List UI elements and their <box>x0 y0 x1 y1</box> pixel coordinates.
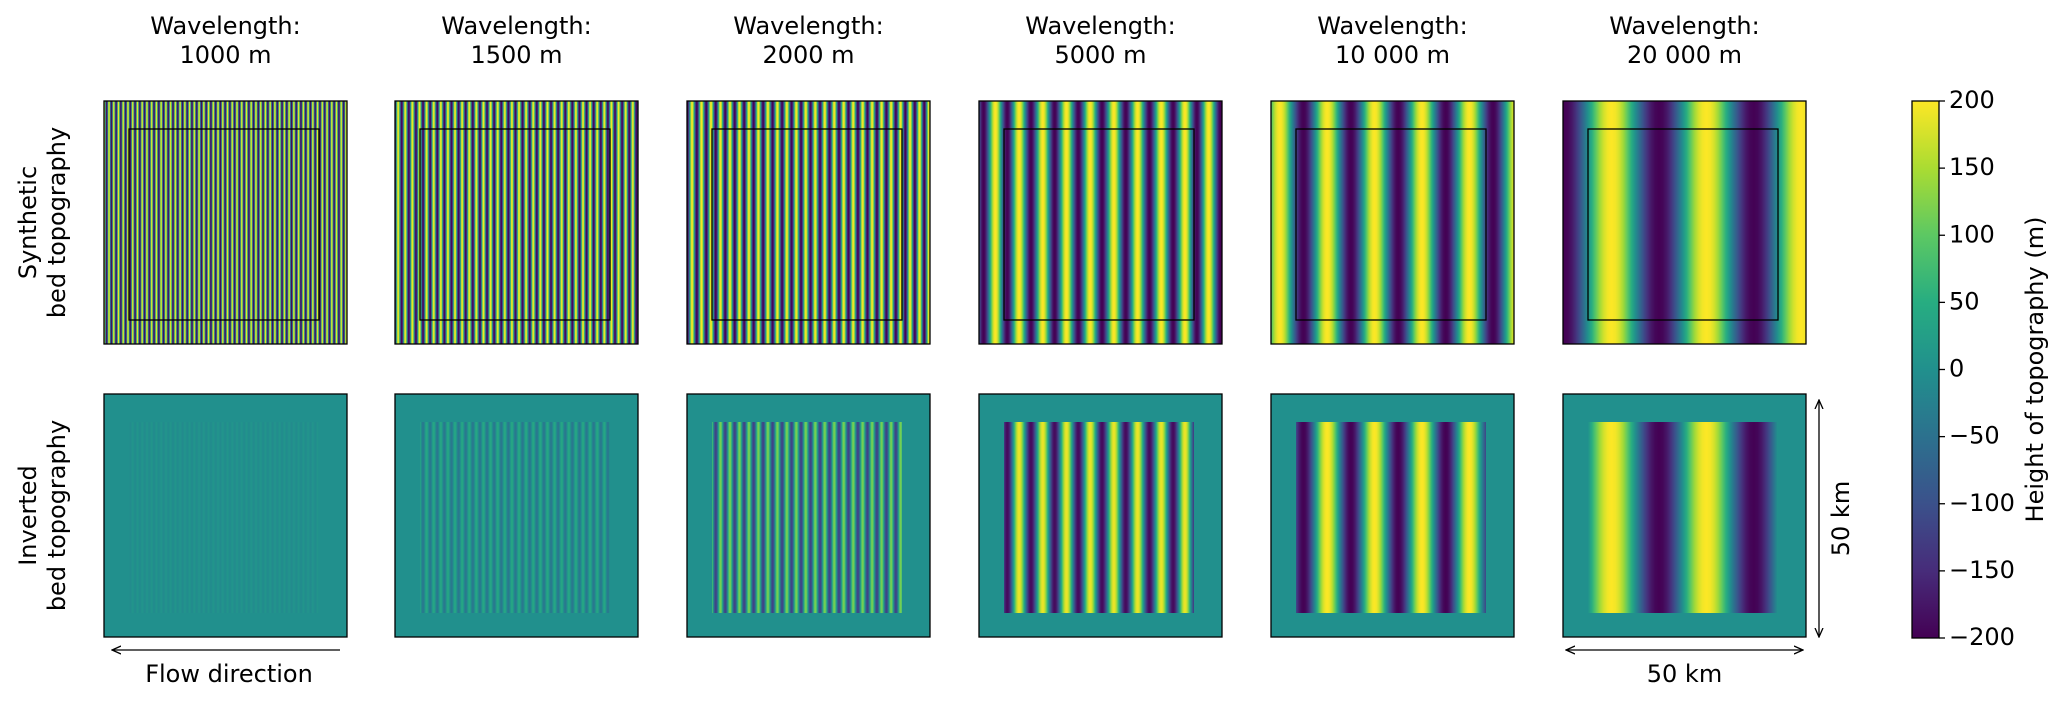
inner-box <box>711 128 903 321</box>
inverted-field <box>712 422 902 613</box>
synthetic-panel <box>1270 100 1515 345</box>
synthetic-panel <box>978 100 1223 345</box>
colorbar-label: Height of topography (m) <box>2021 217 2049 523</box>
inverted-field <box>129 422 319 613</box>
panel-title: 1500 m <box>470 41 562 69</box>
inner-box <box>128 128 320 321</box>
colorbar-tick-label: −100 <box>1949 489 2015 517</box>
colorbar-tick-label: 100 <box>1949 220 1995 248</box>
inner-box <box>419 128 611 321</box>
scale-label: 50 km <box>1827 481 1855 556</box>
panel-title: 20 000 m <box>1627 41 1742 69</box>
colorbar-tick-label: 0 <box>1949 355 1964 383</box>
inverted-field <box>1296 422 1486 613</box>
colorbar-tick-label: −200 <box>1949 623 2015 651</box>
inverted-field <box>1588 422 1778 613</box>
panel-title: Wavelength: <box>1025 12 1175 40</box>
synthetic-panel <box>686 100 931 345</box>
inner-box <box>1003 128 1195 321</box>
panel-title: Wavelength: <box>1609 12 1759 40</box>
colorbar-tick-label: 150 <box>1949 153 1995 181</box>
scale-label: 50 km <box>1647 660 1722 688</box>
panel-title: Wavelength: <box>150 12 300 40</box>
panel-title: 10 000 m <box>1335 41 1450 69</box>
colorbar-tick-label: −150 <box>1949 556 2015 584</box>
panel-title: 1000 m <box>179 41 271 69</box>
panel-title: 2000 m <box>762 41 854 69</box>
inverted-field <box>1004 422 1194 613</box>
colorbar-tick-label: −50 <box>1949 422 2000 450</box>
inner-box <box>1587 128 1779 321</box>
synthetic-panel <box>1562 100 1807 345</box>
panel-title: Wavelength: <box>441 12 591 40</box>
colorbar-tick-label: 200 <box>1949 86 1995 114</box>
row-label: bed topography <box>43 127 71 318</box>
panel-title: Wavelength: <box>733 12 883 40</box>
panel-title: Wavelength: <box>1317 12 1467 40</box>
colorbar-tick-label: 50 <box>1949 287 1980 315</box>
flow-label: Flow direction <box>145 660 313 688</box>
row-label: bed topography <box>43 420 71 611</box>
synthetic-panel <box>103 100 348 345</box>
row-label: Inverted <box>14 465 42 566</box>
inverted-field <box>420 422 610 613</box>
colorbar <box>1911 100 1940 639</box>
row-label: Synthetic <box>14 166 42 279</box>
synthetic-panel <box>394 100 639 345</box>
panel-title: 5000 m <box>1054 41 1146 69</box>
inner-box <box>1295 128 1487 321</box>
